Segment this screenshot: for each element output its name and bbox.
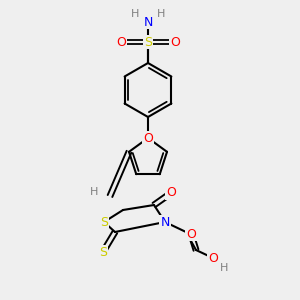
Text: H: H xyxy=(220,263,228,273)
Text: H: H xyxy=(90,187,98,197)
Text: S: S xyxy=(144,35,152,49)
Text: S: S xyxy=(99,245,107,259)
Text: N: N xyxy=(160,215,170,229)
Text: O: O xyxy=(208,251,218,265)
Text: H: H xyxy=(157,9,165,19)
Text: H: H xyxy=(131,9,139,19)
Text: O: O xyxy=(116,35,126,49)
Text: N: N xyxy=(143,16,153,28)
Text: O: O xyxy=(166,187,176,200)
Text: S: S xyxy=(100,215,108,229)
Text: O: O xyxy=(143,131,153,145)
Text: O: O xyxy=(186,227,196,241)
Text: O: O xyxy=(170,35,180,49)
